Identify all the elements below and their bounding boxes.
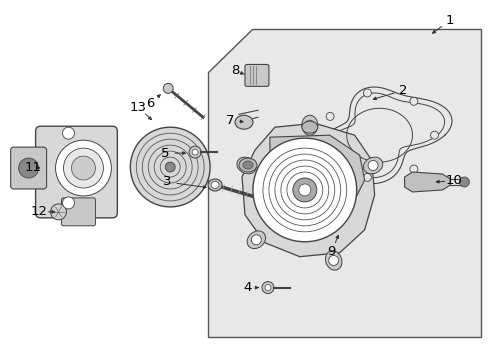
FancyBboxPatch shape <box>11 147 46 189</box>
Text: 4: 4 <box>244 281 252 294</box>
Circle shape <box>56 140 111 196</box>
Circle shape <box>63 148 103 188</box>
Circle shape <box>130 127 210 207</box>
Text: 11: 11 <box>24 161 41 174</box>
Circle shape <box>292 178 316 202</box>
Circle shape <box>325 112 333 120</box>
Text: 7: 7 <box>225 114 234 127</box>
Ellipse shape <box>211 181 219 189</box>
Circle shape <box>62 197 74 209</box>
Ellipse shape <box>301 115 317 135</box>
Circle shape <box>62 127 74 139</box>
Text: 6: 6 <box>146 97 154 110</box>
Circle shape <box>50 204 66 220</box>
Ellipse shape <box>246 231 265 249</box>
Ellipse shape <box>363 157 382 174</box>
Ellipse shape <box>239 158 256 172</box>
Circle shape <box>19 158 39 178</box>
Text: 12: 12 <box>30 205 47 219</box>
Circle shape <box>363 174 370 181</box>
Circle shape <box>304 120 314 130</box>
Circle shape <box>71 156 95 180</box>
Text: 3: 3 <box>163 175 171 189</box>
Circle shape <box>367 161 377 170</box>
Circle shape <box>192 149 198 155</box>
FancyBboxPatch shape <box>244 64 268 86</box>
Text: 9: 9 <box>327 245 335 258</box>
Circle shape <box>251 235 261 245</box>
Circle shape <box>430 131 438 139</box>
Circle shape <box>328 256 338 265</box>
Text: 1: 1 <box>444 14 453 27</box>
Ellipse shape <box>243 161 252 169</box>
Circle shape <box>165 162 175 172</box>
Circle shape <box>163 84 173 93</box>
Circle shape <box>262 282 273 293</box>
Text: 8: 8 <box>230 64 239 77</box>
Ellipse shape <box>236 157 256 174</box>
Circle shape <box>264 285 270 291</box>
Polygon shape <box>242 123 374 257</box>
Circle shape <box>409 165 417 173</box>
Text: 13: 13 <box>129 101 146 114</box>
FancyBboxPatch shape <box>61 198 95 226</box>
Text: 2: 2 <box>399 84 407 97</box>
Circle shape <box>363 89 370 97</box>
Ellipse shape <box>301 121 317 133</box>
Text: 5: 5 <box>161 147 169 159</box>
Circle shape <box>298 184 310 196</box>
Circle shape <box>409 97 417 105</box>
Ellipse shape <box>325 251 341 270</box>
Ellipse shape <box>235 115 252 129</box>
Polygon shape <box>269 135 364 200</box>
Circle shape <box>189 146 201 158</box>
FancyBboxPatch shape <box>36 126 117 218</box>
Circle shape <box>241 161 251 170</box>
Polygon shape <box>208 28 480 337</box>
Circle shape <box>252 138 356 242</box>
Text: 10: 10 <box>445 175 462 188</box>
Polygon shape <box>404 172 449 192</box>
Circle shape <box>458 177 468 187</box>
Ellipse shape <box>208 179 222 191</box>
Circle shape <box>325 150 333 158</box>
